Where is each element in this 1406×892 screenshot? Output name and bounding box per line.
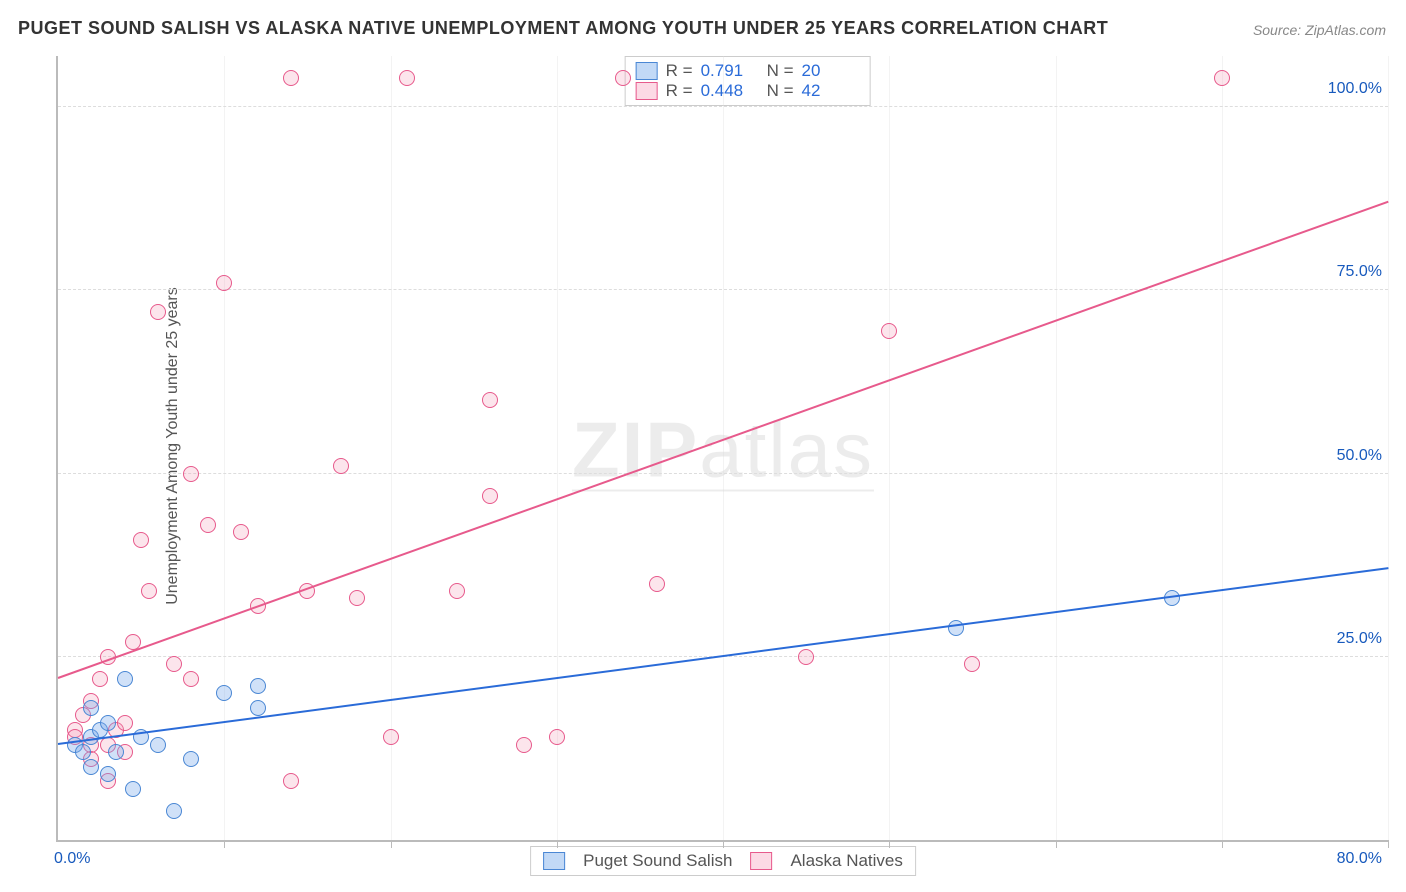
chart-title: PUGET SOUND SALISH VS ALASKA NATIVE UNEM… — [18, 18, 1108, 39]
scatter-point — [948, 620, 964, 636]
x-axis-tick — [1056, 840, 1057, 848]
scatter-point — [1214, 70, 1230, 86]
x-axis-tick — [889, 840, 890, 848]
scatter-point — [83, 700, 99, 716]
scatter-point — [166, 656, 182, 672]
gridline-vertical — [723, 56, 724, 840]
scatter-point — [399, 70, 415, 86]
chart-plot-area: ZIPatlas R = 0.791 N = 20 R = 0.448 N = … — [56, 56, 1388, 842]
scatter-point — [798, 649, 814, 665]
scatter-point — [133, 532, 149, 548]
y-axis-tick-label: 100.0% — [1328, 80, 1382, 98]
scatter-point — [92, 671, 108, 687]
scatter-point — [649, 576, 665, 592]
scatter-point — [449, 583, 465, 599]
scatter-point — [216, 275, 232, 291]
scatter-point — [549, 729, 565, 745]
gridline-vertical — [1388, 56, 1389, 840]
scatter-point — [83, 759, 99, 775]
scatter-point — [117, 671, 133, 687]
watermark-bold: ZIP — [572, 406, 699, 494]
scatter-point — [516, 737, 532, 753]
scatter-point — [964, 656, 980, 672]
scatter-point — [183, 466, 199, 482]
x-axis-max-label: 80.0% — [1337, 850, 1382, 868]
stats-row-pink: R = 0.448 N = 42 — [636, 81, 860, 101]
n-label: N = — [767, 61, 794, 81]
scatter-point — [100, 715, 116, 731]
n-value: 20 — [802, 61, 860, 81]
scatter-point — [150, 304, 166, 320]
scatter-point — [881, 323, 897, 339]
r-label: R = — [666, 61, 693, 81]
y-axis-tick-label: 50.0% — [1337, 447, 1382, 465]
x-axis-tick — [557, 840, 558, 848]
scatter-point — [125, 781, 141, 797]
x-axis-tick — [391, 840, 392, 848]
square-swatch-icon — [636, 82, 658, 100]
scatter-point — [250, 678, 266, 694]
scatter-point — [349, 590, 365, 606]
gridline-vertical — [1222, 56, 1223, 840]
scatter-point — [141, 583, 157, 599]
legend-label: Alaska Natives — [790, 851, 902, 871]
scatter-point — [183, 751, 199, 767]
scatter-point — [200, 517, 216, 533]
legend-label: Puget Sound Salish — [583, 851, 732, 871]
scatter-point — [482, 488, 498, 504]
scatter-point — [233, 524, 249, 540]
x-axis-tick — [1388, 840, 1389, 848]
scatter-point — [216, 685, 232, 701]
x-axis-tick — [1222, 840, 1223, 848]
x-axis-tick — [224, 840, 225, 848]
r-value: 0.791 — [701, 61, 759, 81]
scatter-point — [150, 737, 166, 753]
series-legend-box: Puget Sound Salish Alaska Natives — [530, 846, 916, 876]
y-axis-tick-label: 75.0% — [1337, 263, 1382, 281]
gridline-vertical — [557, 56, 558, 840]
stats-row-blue: R = 0.791 N = 20 — [636, 61, 860, 81]
scatter-point — [482, 392, 498, 408]
scatter-point — [117, 715, 133, 731]
scatter-point — [283, 773, 299, 789]
gridline-vertical — [889, 56, 890, 840]
square-swatch-icon — [543, 852, 565, 870]
square-swatch-icon — [750, 852, 772, 870]
scatter-point — [615, 70, 631, 86]
x-axis-min-label: 0.0% — [54, 850, 90, 868]
n-label: N = — [767, 81, 794, 101]
scatter-point — [283, 70, 299, 86]
scatter-point — [108, 744, 124, 760]
square-swatch-icon — [636, 62, 658, 80]
scatter-point — [250, 700, 266, 716]
scatter-point — [333, 458, 349, 474]
scatter-point — [166, 803, 182, 819]
scatter-point — [183, 671, 199, 687]
r-label: R = — [666, 81, 693, 101]
r-value: 0.448 — [701, 81, 759, 101]
stats-legend-box: R = 0.791 N = 20 R = 0.448 N = 42 — [625, 56, 871, 106]
y-axis-tick-label: 25.0% — [1337, 630, 1382, 648]
source-label: Source: ZipAtlas.com — [1253, 22, 1386, 38]
gridline-vertical — [391, 56, 392, 840]
scatter-point — [383, 729, 399, 745]
n-value: 42 — [802, 81, 860, 101]
scatter-point — [75, 744, 91, 760]
scatter-point — [100, 766, 116, 782]
x-axis-tick — [723, 840, 724, 848]
watermark-thin: atlas — [699, 406, 874, 494]
gridline-vertical — [1056, 56, 1057, 840]
